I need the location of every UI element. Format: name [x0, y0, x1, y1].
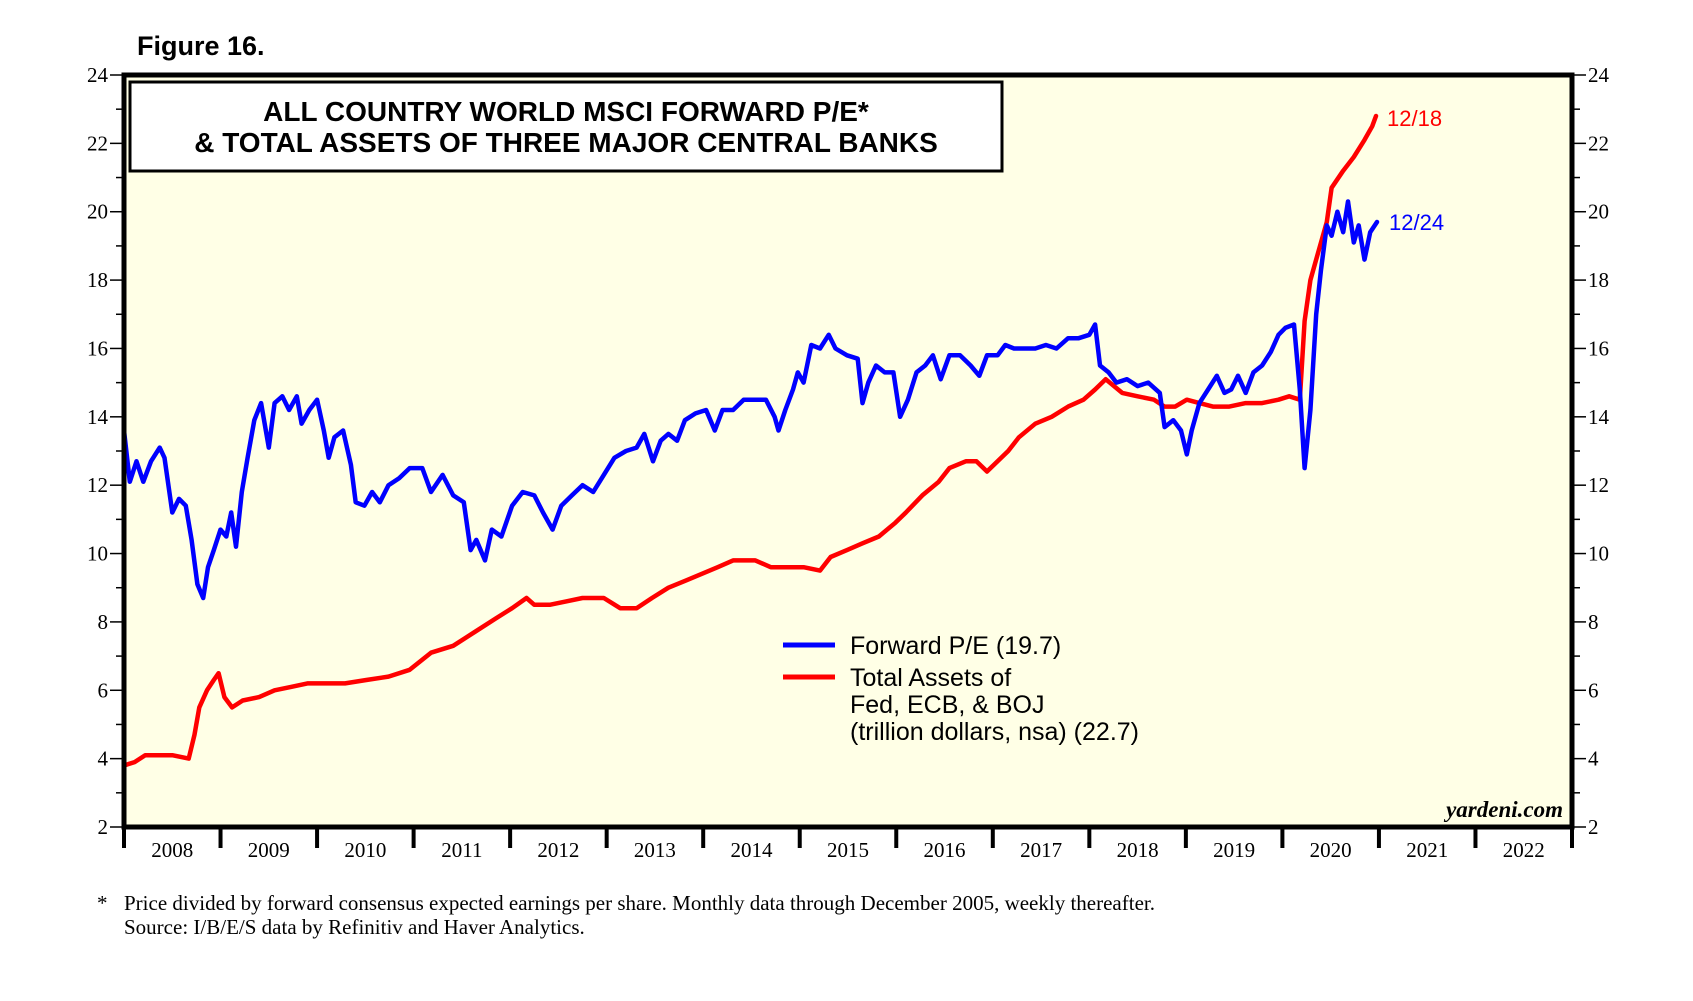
- legend-label-assets-2: Fed, ECB, & BOJ: [850, 691, 1045, 719]
- x-tick-label: 2012: [537, 838, 579, 862]
- x-tick-label: 2009: [248, 838, 290, 862]
- y-tick-label-left: 6: [98, 678, 109, 702]
- y-tick-label-right: 4: [1588, 747, 1599, 771]
- x-tick-label: 2014: [730, 838, 773, 862]
- series-line-forward-pe: [121, 199, 1380, 601]
- y-tick-label-left: 24: [87, 63, 109, 87]
- x-tick-label: 2011: [441, 838, 482, 862]
- y-tick-label-right: 2: [1588, 815, 1599, 839]
- source-watermark: yardeni.com: [1443, 797, 1563, 822]
- x-tick-label: 2022: [1503, 838, 1545, 862]
- y-tick-label-right: 10: [1588, 542, 1609, 566]
- end-label-assets: 12/18: [1387, 106, 1442, 131]
- y-tick-label-right: 22: [1588, 131, 1609, 155]
- series-line-total-assets: [121, 113, 1379, 768]
- legend-label-assets-3: (trillion dollars, nsa) (22.7): [850, 718, 1139, 746]
- x-tick-label: 2017: [1020, 838, 1062, 862]
- chart-title-line-1: ALL COUNTRY WORLD MSCI FORWARD P/E*: [263, 96, 869, 127]
- y-tick-label-left: 8: [98, 610, 109, 634]
- y-tick-label-left: 10: [87, 542, 108, 566]
- x-tick-label: 2019: [1213, 838, 1255, 862]
- y-tick-label-left: 14: [87, 405, 109, 429]
- footnote-line-2: Source: I/B/E/S data by Refinitiv and Ha…: [124, 915, 585, 939]
- x-tick-label: 2016: [924, 838, 966, 862]
- y-tick-label-left: 4: [98, 747, 109, 771]
- y-tick-label-left: 12: [87, 473, 108, 497]
- x-tick-label: 2008: [151, 838, 193, 862]
- footnote-marker: *: [97, 891, 108, 915]
- figure-label: Figure 16.: [137, 31, 265, 61]
- y-tick-label-right: 6: [1588, 678, 1599, 702]
- x-tick-label: 2015: [827, 838, 869, 862]
- y-tick-label-left: 22: [87, 131, 108, 155]
- y-tick-label-right: 8: [1588, 610, 1599, 634]
- series-lines: [121, 113, 1380, 768]
- y-tick-label-left: 18: [87, 268, 108, 292]
- y-tick-label-right: 20: [1588, 200, 1609, 224]
- x-tick-label: 2018: [1117, 838, 1159, 862]
- y-tick-label-right: 24: [1588, 63, 1610, 87]
- y-tick-label-right: 18: [1588, 268, 1609, 292]
- legend-label-assets-1: Total Assets of: [850, 664, 1011, 692]
- x-tick-label: 2021: [1406, 838, 1448, 862]
- y-tick-label-left: 2: [98, 815, 109, 839]
- x-tick-label: 2010: [344, 838, 386, 862]
- x-tick-label: 2020: [1310, 838, 1352, 862]
- x-tick-label: 2013: [634, 838, 676, 862]
- title-box: ALL COUNTRY WORLD MSCI FORWARD P/E* & TO…: [128, 80, 1004, 173]
- footnote-line-1: Price divided by forward consensus expec…: [124, 891, 1155, 915]
- y-tick-label-left: 16: [87, 336, 108, 360]
- legend-label-pe: Forward P/E (19.7): [850, 632, 1061, 660]
- chart-title-line-2: & TOTAL ASSETS OF THREE MAJOR CENTRAL BA…: [194, 127, 938, 158]
- plot-area: [124, 75, 1572, 827]
- legend: Forward P/E (19.7) Total Assets of Fed, …: [783, 632, 1139, 746]
- y-tick-label-right: 14: [1588, 405, 1610, 429]
- y-tick-label-left: 20: [87, 200, 108, 224]
- y-tick-label-right: 12: [1588, 473, 1609, 497]
- end-label-pe: 12/24: [1389, 210, 1444, 235]
- y-tick-label-right: 16: [1588, 336, 1609, 360]
- title-box-frame: [128, 80, 1004, 173]
